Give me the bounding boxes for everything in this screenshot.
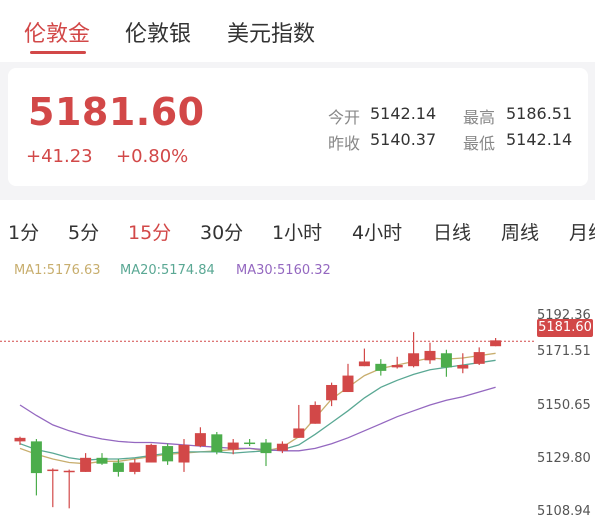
candle-body <box>326 384 338 401</box>
price-change-percent: +0.80% <box>116 146 189 167</box>
tab-london-silver[interactable]: 伦敦银 <box>125 22 192 47</box>
y-tick-label: 5171.51 <box>537 344 591 359</box>
kline-chart-canvas <box>0 332 536 509</box>
y-tick-label: 5108.94 <box>537 504 591 519</box>
candle-body <box>227 442 239 450</box>
candle-body <box>112 462 124 472</box>
candle-body <box>63 470 75 473</box>
period-30min[interactable]: 30分 <box>200 222 244 244</box>
candle-body <box>375 363 387 371</box>
candle-body <box>342 375 354 393</box>
quote-card: 5181.60 +41.23 +0.80% 今开 5142.14 最高 5186… <box>8 68 588 186</box>
candle-body <box>30 441 42 474</box>
candle-body <box>457 365 469 369</box>
low-value: 5142.14 <box>506 130 573 149</box>
candle-body <box>276 443 288 451</box>
period-4hour[interactable]: 4小时 <box>352 222 403 244</box>
price-change: +41.23 <box>26 146 93 167</box>
ma1-legend: MA1:5176.63 <box>14 263 101 278</box>
period-weekly[interactable]: 周线 <box>501 222 540 244</box>
tab-london-gold[interactable]: 伦敦金 <box>24 22 91 47</box>
tab-dollar-index[interactable]: 美元指数 <box>227 22 316 47</box>
candle-body <box>490 340 502 347</box>
candle-body <box>178 444 190 463</box>
active-tab-indicator <box>30 51 86 54</box>
candle-body <box>309 404 321 424</box>
open-value: 5142.14 <box>370 104 437 123</box>
period-1hour[interactable]: 1小时 <box>272 222 323 244</box>
current-price-tag: 5181.60 <box>537 319 593 337</box>
candle-body <box>391 365 403 368</box>
candle-body <box>194 433 206 447</box>
high-value: 5186.51 <box>506 104 573 123</box>
period-1min[interactable]: 1分 <box>8 222 40 244</box>
prev-close-value: 5140.37 <box>370 130 437 149</box>
ma20-line <box>19 359 496 461</box>
last-price: 5181.60 <box>28 90 205 134</box>
ma1-line <box>19 352 496 465</box>
candle-body <box>96 457 108 464</box>
low-label: 最低 <box>463 134 496 153</box>
candle-body <box>47 469 59 472</box>
instrument-tabs: 伦敦金 伦敦银 美元指数 <box>0 0 595 62</box>
candle-body <box>145 444 157 463</box>
period-15min[interactable]: 15分 <box>128 222 172 244</box>
candle-body <box>244 442 256 445</box>
candle-body <box>260 442 272 454</box>
candle-body <box>293 428 305 438</box>
kline-chart[interactable]: MA1:5176.63 MA20:5174.84 MA30:5160.32 51… <box>0 260 595 522</box>
y-tick-label: 5150.65 <box>537 398 591 413</box>
candle-body <box>211 434 223 452</box>
open-label: 今开 <box>328 108 361 127</box>
candle-body <box>129 462 141 472</box>
ma30-legend: MA30:5160.32 <box>236 263 331 278</box>
prev-close-label: 昨收 <box>328 134 361 153</box>
period-5min[interactable]: 5分 <box>68 222 100 244</box>
high-label: 最高 <box>463 108 496 127</box>
candle-body <box>358 361 370 367</box>
ma20-legend: MA20:5174.84 <box>120 263 215 278</box>
y-tick-label: 5129.80 <box>537 451 591 466</box>
ma30-line <box>19 386 496 452</box>
period-daily[interactable]: 日线 <box>433 222 472 244</box>
period-monthly[interactable]: 月线 <box>569 222 595 244</box>
candle-body <box>473 352 485 364</box>
period-tabs: 1分 5分 15分 30分 1小时 4小时 日线 周线 月线 <box>0 200 595 260</box>
candle-body <box>162 446 174 462</box>
candle-body <box>424 350 436 361</box>
candle-body <box>14 437 26 442</box>
candle-body <box>80 457 92 472</box>
candle-body <box>440 353 452 368</box>
candle-body <box>408 353 420 367</box>
